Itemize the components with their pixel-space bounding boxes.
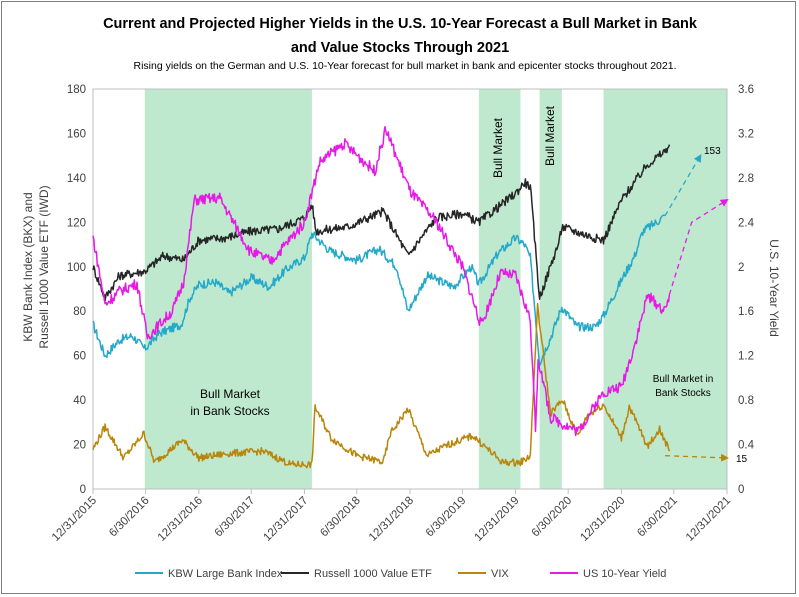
x-tick-label: 12/31/2015 [50, 495, 99, 544]
shaded-region-4 [603, 89, 727, 489]
x-tick-label: 6/30/2020 [530, 495, 575, 540]
annotations: Bull Market in Bank Stocks Bull Market Bull… [190, 105, 747, 465]
x-tick-label: 12/31/2018 [367, 495, 416, 544]
legend-entry: Russell 1000 Value ETF [314, 568, 432, 580]
chart-title-line2: and Value Stocks Through 2021 [291, 40, 509, 56]
projection-kbw-large-bank-index [664, 153, 702, 217]
annotation-value-1: 153 [704, 146, 721, 157]
y2-axis-title: U.S. 10-Year Yield [767, 239, 781, 337]
x-tick-label: 12/31/2016 [156, 495, 205, 544]
y2-tick-label: 3.6 [738, 84, 754, 96]
annotation-value-2: 15 [736, 454, 748, 465]
y-tick-label: 60 [73, 351, 86, 363]
legend-entry: KBW Large Bank Index [168, 568, 283, 580]
label-bull-market-2016-line2: in Bank Stocks [190, 404, 269, 418]
y-tick-label: 0 [80, 484, 86, 496]
label-bull-market-2021: Bull Market in [653, 374, 714, 385]
y-tick-label: 140 [67, 173, 86, 185]
projection-us-10-year-yield [668, 199, 729, 295]
series-line-russell-1000-value-etf [92, 144, 671, 302]
y2-tick-label: 0.4 [738, 440, 755, 452]
y-tick-label: 100 [67, 262, 86, 274]
projection-vix [665, 453, 729, 462]
y2-tick-label: 2 [738, 262, 744, 274]
x-tick-label: 6/30/2018 [318, 495, 363, 540]
y-tick-label: 180 [67, 84, 86, 96]
y-tick-label: 80 [73, 306, 86, 318]
y-tick-label: 120 [67, 217, 86, 229]
chart-subtitle: Rising yields on the German and U.S. 10-… [133, 60, 676, 72]
shaded-region-2 [478, 89, 521, 489]
y2-tick-label: 0.8 [738, 395, 754, 407]
label-bull-market-2021-line2: Bank Stocks [655, 388, 711, 399]
y2-tick-label: 2.4 [738, 217, 755, 229]
label-bull-market-2019: Bull Market [491, 117, 505, 178]
x-tick-label: 12/31/2019 [473, 495, 522, 544]
x-tick-label: 6/30/2021 [635, 495, 680, 540]
y2-tick-label: 3.2 [738, 128, 754, 140]
x-tick-label: 12/31/2017 [261, 495, 310, 544]
legend-entry: US 10-Year Yield [583, 568, 666, 580]
legend-entry: VIX [491, 568, 509, 580]
y-tick-label: 20 [73, 440, 86, 452]
y2-tick-label: 1.6 [738, 306, 754, 318]
x-tick-label: 6/30/2016 [107, 495, 152, 540]
y-tick-label: 160 [67, 128, 86, 140]
x-tick-label: 12/31/2021 [684, 495, 733, 544]
label-bull-market-2020: Bull Market [543, 105, 557, 166]
y-axis-title-line1: KBW Bank Index (BKX) and [21, 192, 35, 341]
series-line-kbw-large-bank-index [92, 214, 666, 367]
series-line-us-10-year-yield [92, 126, 671, 437]
y2-tick-label: 0 [738, 484, 744, 496]
x-tick-label: 12/31/2020 [578, 495, 627, 544]
series-lines [92, 126, 729, 469]
label-bull-market-2016: Bull Market [200, 387, 261, 401]
x-tick-label: 6/30/2017 [213, 495, 258, 540]
y2-tick-label: 1.2 [738, 351, 754, 363]
y2-tick-label: 2.8 [738, 173, 754, 185]
chart-title-line1: Current and Projected Higher Yields in t… [103, 16, 698, 32]
x-tick-label: 6/30/2019 [424, 495, 469, 540]
y-tick-label: 40 [73, 395, 86, 407]
y-axis-title-line2: Russell 1000 Value ETF (IWD) [37, 185, 51, 348]
legend: KBW Large Bank Index Russell 1000 Value E… [135, 568, 666, 580]
shaded-regions [144, 89, 727, 489]
